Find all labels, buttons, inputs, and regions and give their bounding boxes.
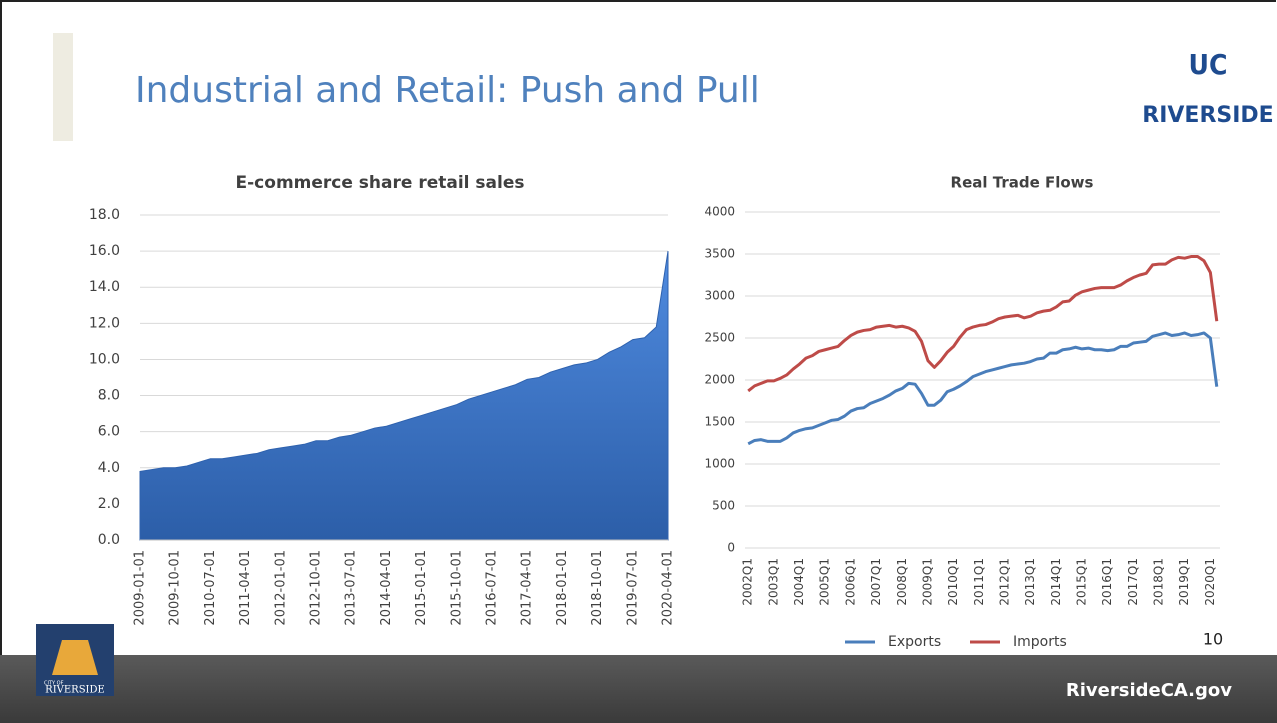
page-number: 10 <box>1203 630 1223 649</box>
footer-url: RiversideCA.gov <box>1066 680 1232 701</box>
x-tick-label: 2020Q1 <box>1203 558 1217 606</box>
y-tick-label: 2000 <box>704 373 735 387</box>
logo-riverside: RIVERSIDE <box>1142 103 1273 128</box>
x-tick-label: 2014-04-01 <box>379 550 394 626</box>
legend-label: Exports <box>888 634 941 650</box>
city-logo: CITY OF RIVERSIDE <box>36 624 114 696</box>
x-tick-label: 2016-07-01 <box>485 550 500 626</box>
x-tick-label: 2018Q1 <box>1152 558 1166 606</box>
x-tick-label: 2011Q1 <box>972 558 986 606</box>
line <box>747 255 1219 393</box>
x-tick-label: 2015Q1 <box>1074 558 1088 606</box>
chart-title: Real Trade Flows <box>951 174 1094 192</box>
x-tick-label: 2005Q1 <box>818 558 832 606</box>
area <box>139 251 669 541</box>
x-tick-label: 2009-01-01 <box>133 550 148 626</box>
x-tick-label: 2017Q1 <box>1126 558 1140 606</box>
line <box>747 331 1219 446</box>
x-tick-label: 2015-01-01 <box>414 550 429 626</box>
x-tick-label: 2009Q1 <box>920 558 934 606</box>
y-tick-label: 2500 <box>704 331 735 345</box>
y-tick-label: 4000 <box>704 205 735 219</box>
x-tick-label: 2011-04-01 <box>238 550 253 626</box>
x-tick-label: 2014Q1 <box>1049 558 1063 606</box>
y-tick-label: 8.0 <box>98 388 120 404</box>
x-tick-label: 2012-10-01 <box>309 550 324 626</box>
legend-label: Imports <box>1013 634 1067 650</box>
x-tick-label: 2007Q1 <box>869 558 883 606</box>
x-tick-label: 2020-04-01 <box>661 550 676 626</box>
y-tick-label: 1500 <box>704 415 735 429</box>
x-tick-label: 2004Q1 <box>792 558 806 606</box>
y-tick-label: 6.0 <box>98 424 120 440</box>
x-tick-label: 2013Q1 <box>1023 558 1037 606</box>
x-tick-label: 2016Q1 <box>1100 558 1114 606</box>
city-logo-small: CITY OF <box>44 681 64 687</box>
chart-title: E-commerce share retail sales <box>236 173 525 193</box>
x-tick-label: 2015-10-01 <box>449 550 464 626</box>
city-logo-bell <box>52 640 98 675</box>
x-tick-label: 2013-07-01 <box>344 550 359 626</box>
y-tick-label: 1000 <box>704 457 735 471</box>
y-tick-label: 0 <box>727 541 735 555</box>
y-tick-label: 500 <box>712 499 735 513</box>
y-tick-label: 18.0 <box>89 207 120 223</box>
y-tick-label: 2.0 <box>98 496 120 512</box>
x-tick-label: 2006Q1 <box>843 558 857 606</box>
footer-band <box>0 655 1277 723</box>
x-tick-label: 2018-01-01 <box>555 550 570 626</box>
x-tick-label: 2017-04-01 <box>520 550 535 626</box>
y-tick-label: 3000 <box>704 289 735 303</box>
y-tick-label: 12.0 <box>89 315 120 331</box>
y-tick-label: 3500 <box>704 247 735 261</box>
x-tick-label: 2018-10-01 <box>590 550 605 626</box>
x-tick-label: 2003Q1 <box>766 558 780 606</box>
x-tick-label: 2019Q1 <box>1177 558 1191 606</box>
x-tick-label: 2009-10-01 <box>168 550 183 626</box>
slide-title: Industrial and Retail: Push and Pull <box>135 70 760 111</box>
x-tick-label: 2012Q1 <box>997 558 1011 606</box>
logo-uc: UC <box>1189 48 1228 81</box>
x-tick-label: 2010Q1 <box>946 558 960 606</box>
accent-bar <box>53 33 73 141</box>
x-tick-label: 2012-01-01 <box>273 550 288 626</box>
x-tick-label: 2010-07-01 <box>203 550 218 626</box>
x-tick-label: 2002Q1 <box>741 558 755 606</box>
y-tick-label: 16.0 <box>89 243 120 259</box>
city-logo-text: RIVERSIDE <box>45 685 105 696</box>
y-tick-label: 14.0 <box>89 279 120 295</box>
x-tick-label: 2008Q1 <box>895 558 909 606</box>
y-tick-label: 4.0 <box>98 460 120 476</box>
x-tick-label: 2019-07-01 <box>625 550 640 626</box>
y-tick-label: 10.0 <box>89 351 120 367</box>
y-tick-label: 0.0 <box>98 532 120 548</box>
